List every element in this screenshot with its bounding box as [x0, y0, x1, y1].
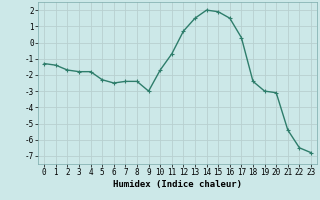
X-axis label: Humidex (Indice chaleur): Humidex (Indice chaleur): [113, 180, 242, 189]
